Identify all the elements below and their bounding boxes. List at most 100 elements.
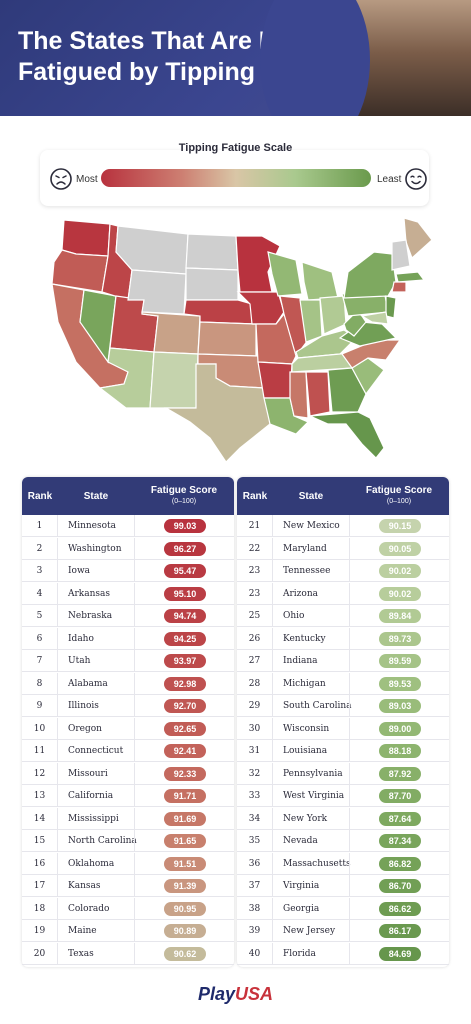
score-cell: 90.05 [349,537,449,560]
rank-cell: 19 [22,920,58,942]
score-cell: 86.82 [349,852,449,875]
score-badge: 91.51 [164,856,206,871]
rank-cell: 2 [22,537,58,560]
state-cell: Texas [68,948,94,959]
score-badge: 89.59 [379,654,421,668]
score-cell: 90.95 [134,897,234,920]
state-column-header: State [83,490,109,502]
table-row: 19 Maine 90.89 [22,920,234,943]
table-row: 3 Iowa 95.47 [22,560,234,583]
state-cell: Nevada [283,836,318,846]
rank-cell: 1 [22,515,58,537]
rank-cell: 33 [237,785,273,807]
state-region-georgia [327,367,367,413]
rank-cell: 35 [237,830,273,852]
score-badge: 92.33 [164,766,206,781]
score-cell: 95.47 [134,560,234,582]
score-cell: 92.65 [134,717,234,740]
state-cell: Missouri [68,768,108,779]
score-cell: 87.92 [349,762,449,785]
score-cell: 92.70 [134,695,234,717]
state-cell: Kentucky [283,633,326,644]
state-region-michigan [301,261,339,301]
rank-cell: 25 [237,605,273,627]
rank-cell: 39 [237,920,273,942]
state-region-florida [309,411,385,459]
score-cell: 99.03 [134,515,234,537]
rank-cell: 32 [237,762,273,785]
header-photo [260,0,471,116]
state-region-alabama [305,371,331,417]
table-row: 23 Tennessee 90.02 [237,560,449,583]
score-badge: 95.10 [164,586,206,601]
score-column-title: Fatigue Score [150,485,218,496]
score-badge: 92.98 [164,676,206,691]
state-cell: Arizona [283,588,319,599]
score-column-title: Fatigue Score [365,485,433,496]
state-cell: Colorado [68,903,110,914]
score-badge: 92.70 [164,699,206,713]
score-badge: 90.05 [379,541,421,556]
state-region-maine [403,217,433,260]
state-cell: California [68,791,114,801]
scale-gradient-bar [101,169,371,187]
score-cell: 90.02 [349,582,449,605]
state-region-arizona [98,347,155,409]
score-badge: 89.53 [379,676,421,691]
frowning-face-icon [50,168,72,190]
score-column-range: (0–100) [171,498,197,505]
state-cell: Minnesota [68,521,117,531]
score-badge: 86.82 [379,856,421,871]
state-region-washington [61,219,111,257]
state-region-north-dakota [185,233,239,271]
score-cell: 87.34 [349,830,449,852]
table-row: 1 Minnesota 99.03 [22,515,234,538]
table-row: 7 Utah 93.97 [22,650,234,673]
score-badge: 91.39 [164,879,206,893]
score-badge: 87.92 [379,766,421,781]
score-badge: 89.84 [379,609,421,623]
score-cell: 86.17 [349,920,449,942]
ranking-table-left: Rank State Fatigue Score (0–100) 1 Minnes… [22,477,234,967]
state-region-missouri [252,312,299,365]
smiling-face-icon [405,168,427,190]
table-row: 12 Missouri 92.33 [22,762,234,785]
score-column-header: Fatigue Score (0–100) [134,477,234,515]
rank-cell: 13 [22,785,58,807]
state-cell: Mississippi [68,813,119,824]
state-region-minnesota [235,235,281,293]
score-badge: 90.89 [164,924,206,938]
table-row: 39 New Jersey 86.17 [237,920,449,943]
table-row: 38 Georgia 86.62 [237,897,449,920]
rank-cell: 38 [237,897,273,920]
state-cell: Oregon [68,723,102,734]
rank-cell: 3 [22,560,58,582]
rank-cell: 30 [237,717,273,740]
score-cell: 96.27 [134,537,234,560]
rank-cell: 5 [22,605,58,627]
score-badge: 96.27 [164,541,206,556]
state-cell: South Carolina [283,701,352,711]
table-row: 34 New York 87.64 [237,807,449,830]
table-row: 23 Arizona 90.02 [237,582,449,605]
rank-cell: 7 [22,650,58,672]
ranking-table-right: Rank State Fatigue Score (0–100) 21 New M… [237,477,449,967]
state-region-maryland [360,311,389,325]
state-cell: Alabama [68,678,108,689]
state-cell: New Mexico [283,521,340,531]
score-badge: 86.70 [379,879,421,893]
table-row: 35 Nevada 87.34 [237,830,449,853]
rank-cell: 26 [237,627,273,650]
score-cell: 92.98 [134,672,234,695]
table-row: 21 New Mexico 90.15 [237,515,449,538]
score-column-range: (0–100) [386,498,412,505]
table-row: 29 South Carolina 89.03 [237,695,449,718]
rank-cell: 29 [237,695,273,717]
score-badge: 94.74 [164,609,206,623]
state-cell: Kansas [68,881,101,891]
score-badge: 86.62 [379,901,421,916]
state-cell: Maine [68,926,97,936]
score-cell: 90.15 [349,515,449,537]
playusa-logo: PlayUSA [0,984,471,1005]
score-badge: 84.69 [379,946,421,961]
